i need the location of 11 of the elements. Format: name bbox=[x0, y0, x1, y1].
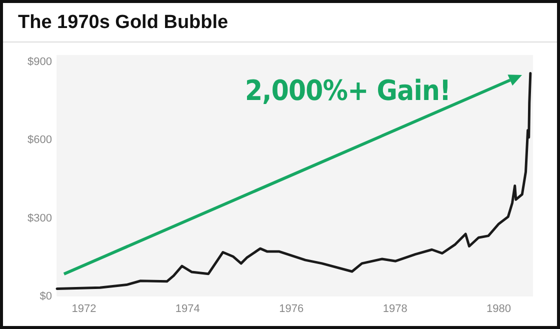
x-tick-label: 1974 bbox=[175, 302, 200, 315]
y-tick-label: $0 bbox=[40, 290, 52, 303]
chart-title: The 1970s Gold Bubble bbox=[18, 12, 228, 33]
y-tick-label: $600 bbox=[28, 134, 52, 146]
x-tick-label: 1978 bbox=[382, 302, 408, 315]
annotation: 2,000%+ Gain! bbox=[245, 74, 451, 107]
y-tick-label: $300 bbox=[28, 212, 52, 224]
y-tick-label: $900 bbox=[28, 56, 52, 68]
x-tick-label: 1972 bbox=[72, 302, 96, 315]
x-tick-label: 1976 bbox=[279, 302, 304, 315]
x-tick-label: 1980 bbox=[486, 302, 512, 315]
